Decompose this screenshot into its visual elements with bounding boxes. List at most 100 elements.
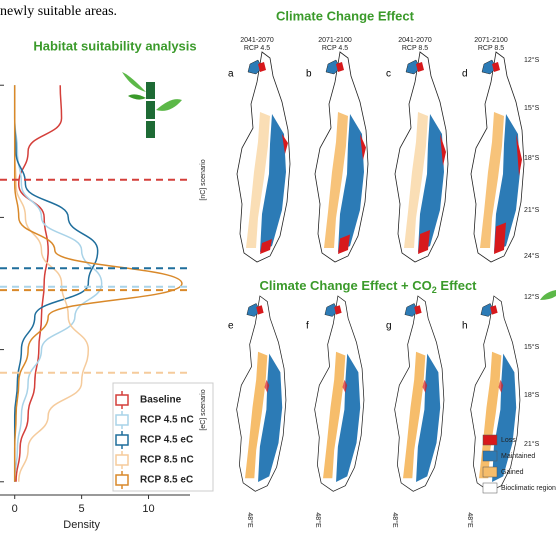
map-gained — [246, 112, 270, 248]
map — [236, 51, 291, 263]
map-loss — [516, 134, 522, 176]
x-tick-label: 0 — [12, 503, 18, 515]
panel-letter: h — [462, 321, 468, 332]
map-loss — [336, 62, 344, 72]
map-loss — [256, 305, 264, 315]
density-curve — [13, 85, 183, 482]
panel-letter: f — [306, 321, 309, 332]
lat-label: 15°S — [524, 343, 540, 351]
maps-title: Climate Change Effect + CO2 Effect — [259, 278, 477, 295]
map — [236, 295, 287, 492]
legend-swatch — [482, 482, 498, 494]
leaf-icon — [540, 290, 556, 300]
map — [314, 295, 365, 492]
map-north — [481, 59, 497, 75]
legend-label: RCP 4.5 nC — [140, 415, 194, 426]
column-period: 2041-2070 — [240, 37, 274, 44]
panel-letter: c — [386, 69, 391, 80]
map-maintained — [258, 353, 283, 482]
map-maintained — [494, 114, 520, 252]
legend-symbol — [115, 434, 129, 446]
map-gained — [403, 351, 426, 479]
density-curve — [13, 85, 103, 482]
legend-swatch — [482, 466, 498, 478]
map — [470, 295, 521, 492]
panel-letter: b — [306, 69, 312, 80]
map-maintained — [416, 353, 441, 482]
title-part: Climate Change Effect + CO — [259, 278, 431, 293]
map — [470, 51, 525, 263]
map-loss — [334, 305, 342, 315]
panel-letter: d — [462, 69, 468, 80]
panel-letter: a — [228, 69, 234, 80]
map-gained — [480, 112, 504, 248]
map-gained — [479, 351, 502, 479]
legend-label: RCP 8.5 eC — [140, 475, 193, 486]
map-maintained — [338, 114, 364, 252]
map-north — [246, 303, 261, 317]
x-tick-label: 10 — [142, 503, 154, 515]
map-north — [404, 303, 419, 317]
column-period: 2041-2070 — [398, 37, 432, 44]
legend-symbol — [115, 414, 129, 426]
legend-swatch — [482, 434, 498, 446]
map-loss — [440, 134, 446, 166]
map-loss — [282, 134, 288, 154]
density-curve — [13, 85, 90, 482]
density-curve — [15, 85, 63, 482]
map-loss — [264, 379, 270, 393]
map-gained — [324, 112, 348, 248]
lat-label: 12°S — [524, 293, 540, 301]
legend-label: Loss — [501, 437, 516, 444]
map-maintained — [336, 353, 361, 482]
lat-label: 24°S — [524, 252, 540, 260]
legend-box — [112, 382, 214, 492]
legend-swatch — [482, 450, 498, 462]
map-maintained — [418, 114, 444, 252]
lat-label: 21°S — [524, 440, 540, 448]
legend-label: Bioclimatic region — [501, 485, 556, 492]
legend-label: Baseline — [140, 395, 182, 406]
map-loss — [422, 379, 428, 393]
column-scenario: RCP 4.5 — [244, 45, 270, 52]
legend-symbol — [115, 454, 129, 466]
lat-label: 18°S — [524, 391, 540, 399]
map — [394, 295, 445, 492]
map — [314, 51, 369, 263]
x-axis-label: Density — [63, 519, 100, 531]
map-loss — [418, 230, 430, 254]
map-loss — [492, 62, 500, 72]
bamboo-icon — [122, 72, 182, 138]
map — [394, 51, 449, 263]
map-north — [405, 59, 421, 75]
map-gained — [404, 112, 428, 248]
lat-label: 21°S — [524, 206, 540, 214]
lat-label: 18°S — [524, 154, 540, 162]
title-sub: 2 — [432, 285, 437, 295]
column-period: 2071-2100 — [474, 37, 508, 44]
map-loss — [498, 379, 504, 393]
title-part: Effect — [437, 278, 477, 293]
map-loss — [494, 222, 506, 254]
map-loss — [416, 62, 424, 72]
map-loss — [258, 62, 266, 72]
legend-label: Maintained — [501, 453, 535, 460]
lon-label: 48°E — [246, 512, 254, 528]
column-scenario: RCP 4.5 — [322, 45, 348, 52]
lon-label: 48°E — [391, 512, 399, 528]
map-north — [325, 59, 341, 75]
legend-label: Gained — [501, 469, 524, 476]
column-scenario: RCP 8.5 — [402, 45, 428, 52]
caption: newly suitable areas. — [0, 4, 117, 19]
map-loss — [414, 305, 422, 315]
density-curve — [13, 85, 99, 482]
map-loss — [342, 379, 348, 393]
map-maintained — [260, 114, 286, 252]
lat-label: 12°S — [524, 56, 540, 64]
row-label: [eC] scenario — [200, 389, 207, 430]
map-gained — [323, 351, 346, 479]
lat-label: 15°S — [524, 104, 540, 112]
map-north — [480, 303, 495, 317]
map-north — [247, 59, 263, 75]
